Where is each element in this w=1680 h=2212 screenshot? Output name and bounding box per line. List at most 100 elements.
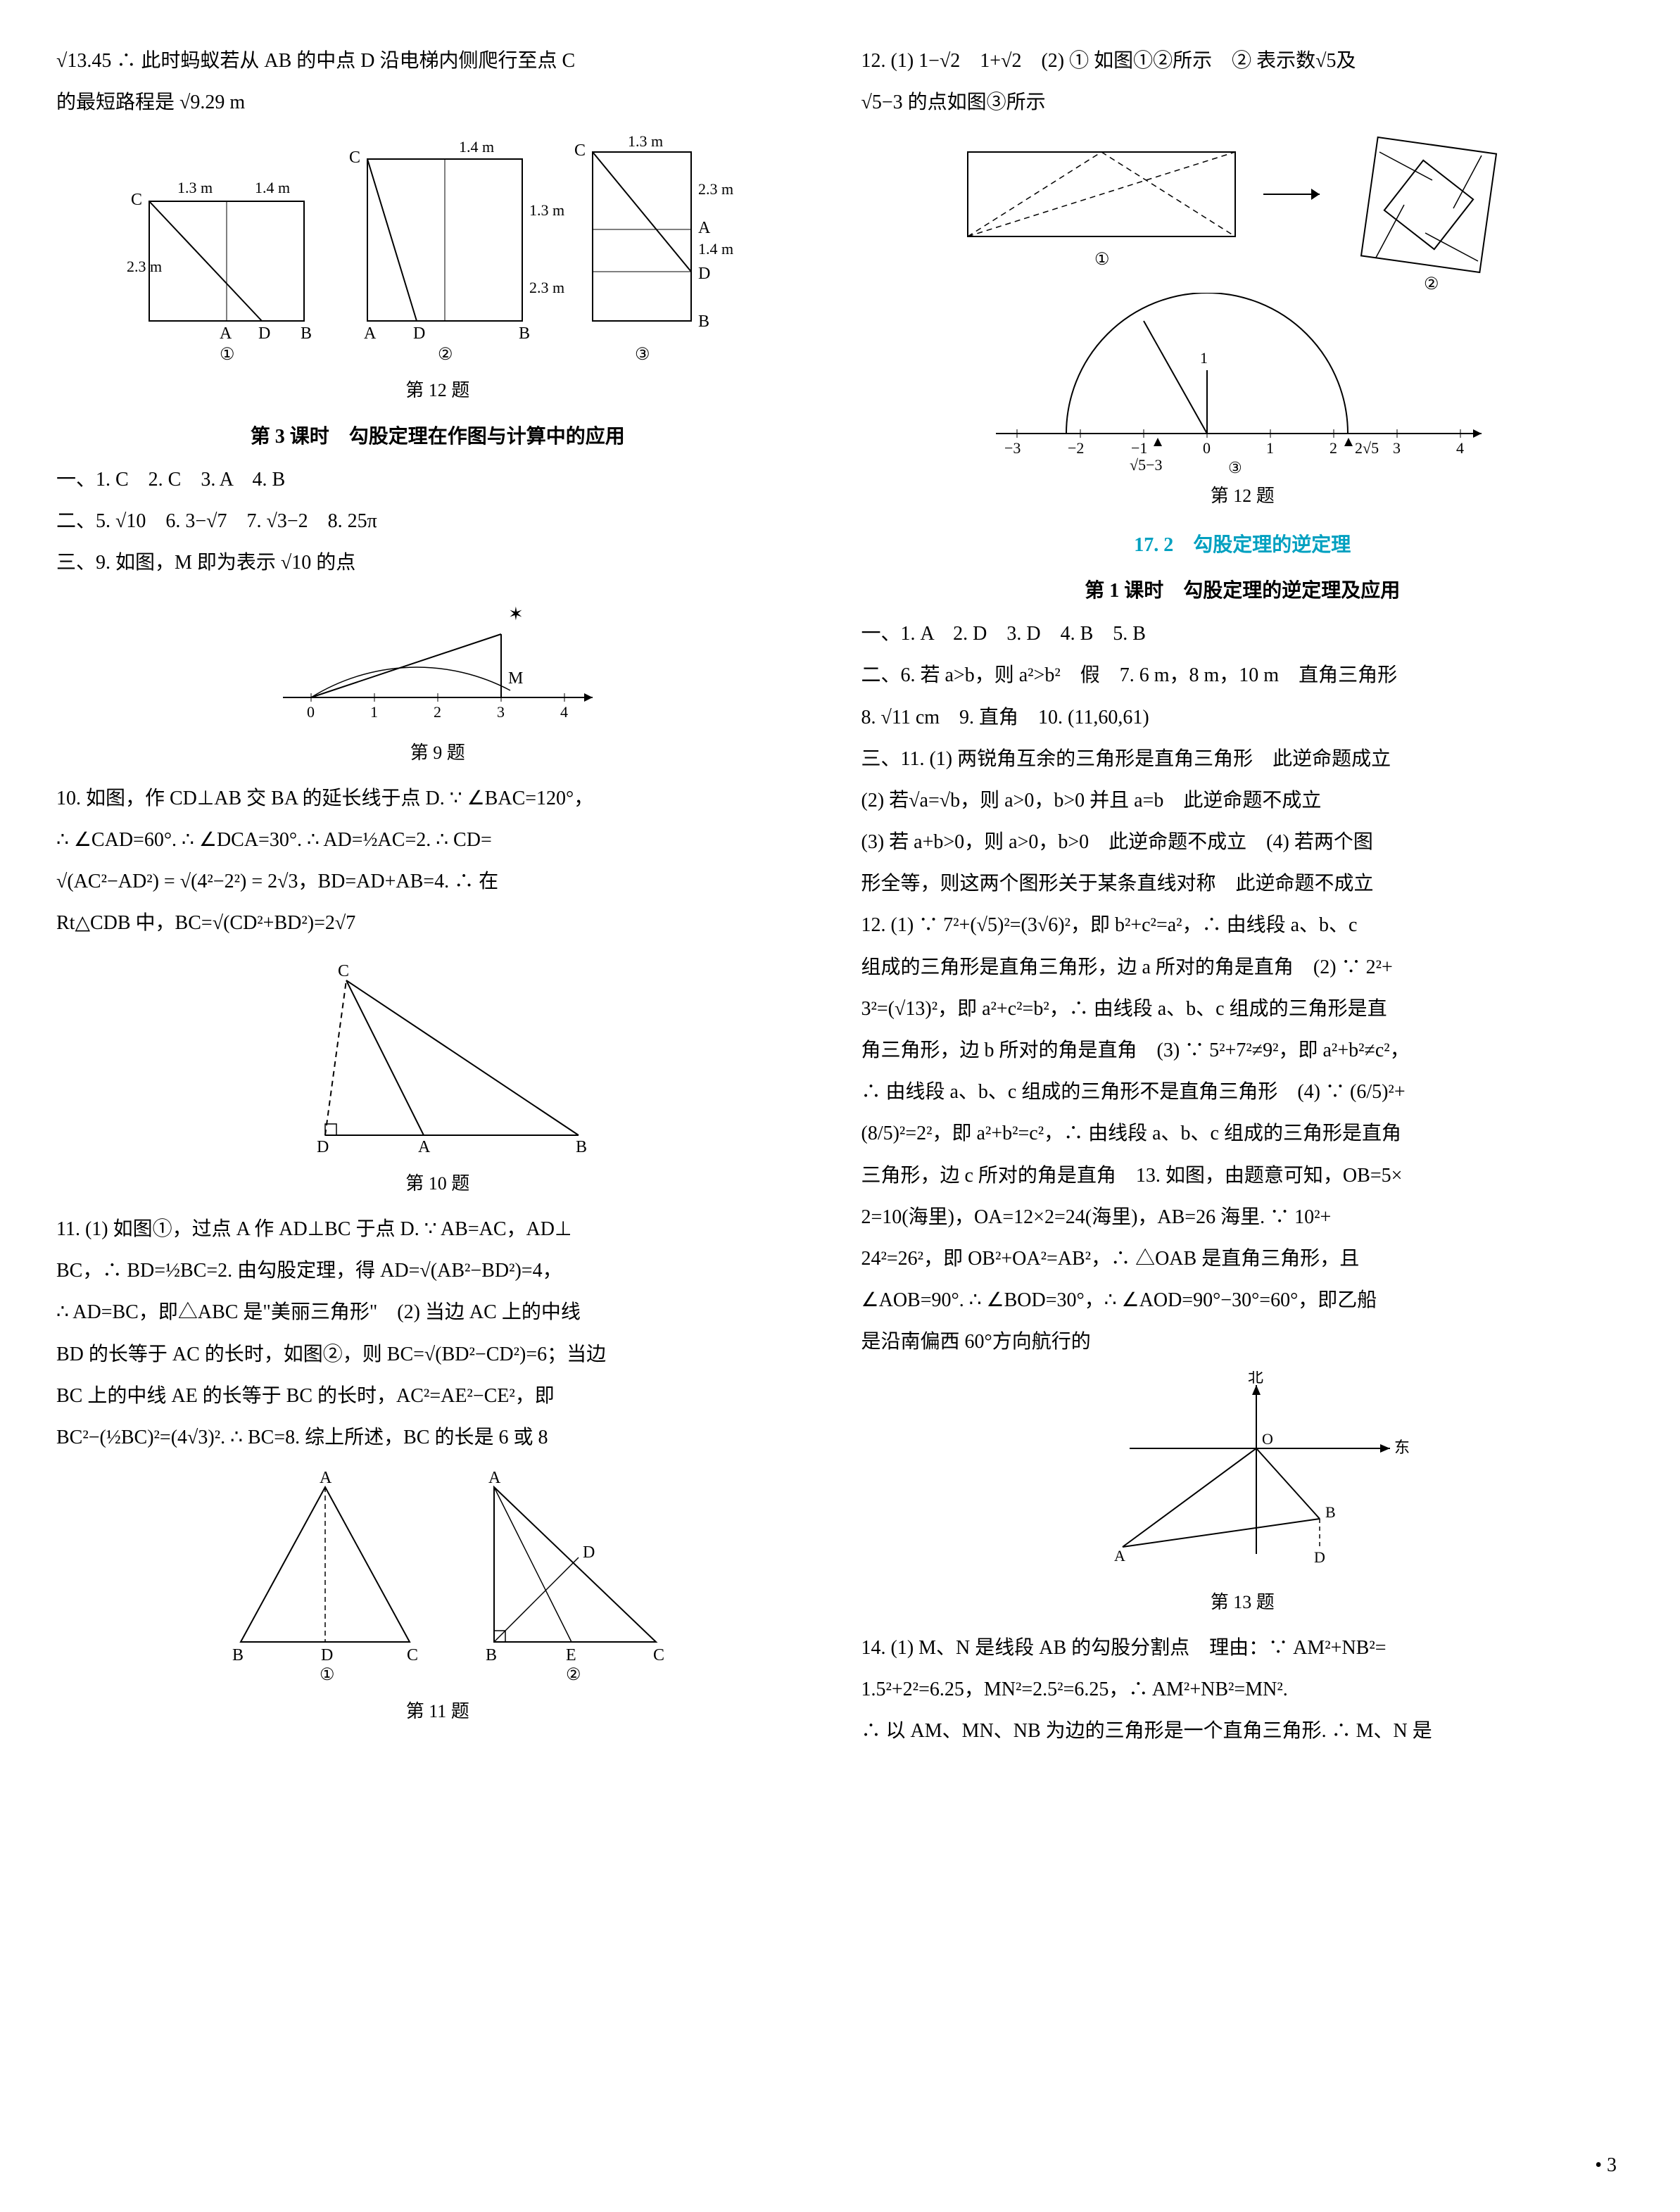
- q11-l3: ∴ AD=BC，即△ABC 是"美丽三角形" (2) 当边 AC 上的中线: [56, 1294, 819, 1331]
- q11-l5: BC 上的中线 AE 的长等于 BC 的长时，AC²=AE²−CE²，即: [56, 1377, 819, 1415]
- r-sec2-l1: 二、6. 若 a>b，则 a²>b² 假 7. 6 m，8 m，10 m 直角三…: [861, 657, 1624, 694]
- svg-text:C: C: [653, 1646, 664, 1664]
- svg-text:C: C: [131, 191, 142, 209]
- figure-12-left: C 1.3 m 1.4 m 2.3 m A D B ① C 1.4 m 1.3 …: [56, 131, 819, 407]
- svg-text:D: D: [1314, 1548, 1325, 1566]
- r-sec1: 一、1. A 2. D 3. D 4. B 5. B: [861, 615, 1624, 652]
- r-sec3-l2: (2) 若√a=√b，则 a>0，b>0 并且 a=b 此逆命题不成立: [861, 782, 1624, 819]
- svg-text:D: D: [413, 324, 425, 343]
- svg-text:D: D: [317, 1138, 329, 1156]
- figure-11: A B D C ① A B D E C ② 第 11 题: [56, 1466, 819, 1728]
- svg-text:2.3 m: 2.3 m: [127, 258, 162, 275]
- svg-text:③: ③: [635, 346, 650, 364]
- svg-text:E: E: [566, 1646, 576, 1664]
- svg-text:①: ①: [220, 346, 235, 364]
- q11-l2: BC，∴ BD=½BC=2. 由勾股定理，得 AD=√(AB²−BD²)=4，: [56, 1252, 819, 1289]
- svg-text:−3: −3: [1004, 439, 1021, 457]
- svg-text:2.3 m: 2.3 m: [698, 180, 733, 198]
- svg-text:1: 1: [1266, 439, 1274, 457]
- svg-text:A: A: [488, 1469, 501, 1487]
- svg-text:3: 3: [1393, 439, 1401, 457]
- r-q12r-l7: 三角形，边 c 所对的角是直角 13. 如图，由题意可知，OB=5×: [861, 1157, 1624, 1194]
- r-q12r-l6: (8/5)²=2²，即 a²+b²=c²，∴ 由线段 a、b、c 组成的三角形是…: [861, 1115, 1624, 1152]
- r-sec3-l4: 形全等，则这两个图形关于某条直线对称 此逆命题不成立: [861, 865, 1624, 902]
- r-q12r-l9: 24²=26²，即 OB²+OA²=AB²，∴ △OAB 是直角三角形，且: [861, 1240, 1624, 1277]
- svg-text:D: D: [321, 1646, 333, 1664]
- svg-text:2: 2: [434, 703, 441, 721]
- left-sec3-intro: 三、9. 如图，M 即为表示 √10 的点: [56, 544, 819, 581]
- intro-line2: 的最短路程是 √9.29 m: [56, 84, 819, 121]
- svg-text:D: D: [258, 324, 270, 343]
- chapter-title: 17. 2 勾股定理的逆定理: [861, 526, 1624, 564]
- svg-text:B: B: [232, 1646, 244, 1664]
- svg-text:A: A: [320, 1469, 332, 1487]
- svg-text:A: A: [1114, 1547, 1125, 1565]
- svg-text:B: B: [486, 1646, 497, 1664]
- svg-text:A: A: [698, 219, 711, 237]
- svg-text:D: D: [698, 265, 710, 283]
- r-q12r-l2: 组成的三角形是直角三角形，边 a 所对的角是直角 (2) ∵ 2²+: [861, 949, 1624, 986]
- svg-text:4: 4: [560, 703, 568, 721]
- lesson1-title: 第 1 课时 勾股定理的逆定理及应用: [861, 572, 1624, 609]
- r-q12r-l1: 12. (1) ∵ 7²+(√5)²=(3√6)²，即 b²+c²=a²，∴ 由…: [861, 906, 1624, 944]
- svg-text:②: ②: [438, 346, 453, 364]
- left-sec2: 二、5. √10 6. 3−√7 7. √3−2 8. 25π: [56, 503, 819, 540]
- r-q14-l1: 14. (1) M、N 是线段 AB 的勾股分割点 理由：∵ AM²+NB²=: [861, 1629, 1624, 1667]
- svg-text:②: ②: [566, 1666, 581, 1684]
- r-q12-l1: 12. (1) 1−√2 1+√2 (2) ① 如图①②所示 ② 表示数√5及: [861, 42, 1624, 80]
- left-sec1: 一、1. C 2. C 3. A 4. B: [56, 461, 819, 498]
- svg-text:③: ③: [1228, 459, 1242, 476]
- svg-text:B: B: [698, 312, 709, 331]
- svg-text:0: 0: [307, 703, 315, 721]
- svg-text:B: B: [519, 324, 530, 343]
- svg-text:1.3 m: 1.3 m: [177, 179, 213, 196]
- svg-text:C: C: [574, 141, 586, 160]
- svg-text:A: A: [418, 1138, 431, 1156]
- figure-9: 0 1 2 3 4 ✶ M 第 9 题: [56, 592, 819, 770]
- intro-line1: √13.45 ∴ 此时蚂蚁若从 AB 的中点 D 沿电梯内侧爬行至点 C: [56, 42, 819, 80]
- svg-text:B: B: [576, 1138, 587, 1156]
- svg-text:①: ①: [320, 1666, 335, 1684]
- q10-l2: ∴ ∠CAD=60°. ∴ ∠DCA=30°. ∴ AD=½AC=2. ∴ CD…: [56, 821, 819, 859]
- svg-text:东: 东: [1394, 1439, 1410, 1456]
- lesson3-title: 第 3 课时 勾股定理在作图与计算中的应用: [56, 418, 819, 455]
- r-q14-l3: ∴ 以 AM、MN、NB 为边的三角形是一个直角三角形. ∴ M、N 是: [861, 1712, 1624, 1750]
- fig13-caption: 第 13 题: [861, 1585, 1624, 1619]
- figure-12-right: ① ② −3 −2 −1 0 1: [861, 131, 1624, 513]
- r-q12r-l4: 角三角形，边 b 所对的角是直角 (3) ∵ 5²+7²≠9²，即 a²+b²≠…: [861, 1032, 1624, 1069]
- r-sec2-l2: 8. √11 cm 9. 直角 10. (11,60,61): [861, 699, 1624, 736]
- r-q12r-l11: 是沿南偏西 60°方向航行的: [861, 1323, 1624, 1360]
- svg-text:1.3 m: 1.3 m: [628, 132, 663, 150]
- left-column: √13.45 ∴ 此时蚂蚁若从 AB 的中点 D 沿电梯内侧爬行至点 C 的最短…: [56, 42, 819, 1754]
- svg-text:2: 2: [1330, 439, 1337, 457]
- q10-l1: 10. 如图，作 CD⊥AB 交 BA 的延长线于点 D. ∵ ∠BAC=120…: [56, 780, 819, 817]
- fig10-caption: 第 10 题: [56, 1166, 819, 1201]
- fig12-left-caption: 第 12 题: [56, 373, 819, 407]
- svg-text:②: ②: [1424, 275, 1439, 293]
- svg-text:√5−3: √5−3: [1130, 456, 1162, 474]
- r-sec3-l1: 三、11. (1) 两锐角互余的三角形是直角三角形 此逆命题成立: [861, 740, 1624, 778]
- r-q12r-l8: 2=10(海里)，OA=12×2=24(海里)，AB=26 海里. ∵ 10²+: [861, 1199, 1624, 1236]
- r-q14-l2: 1.5²+2²=6.25，MN²=2.5²=6.25，∴ AM²+NB²=MN²…: [861, 1671, 1624, 1708]
- figure-13: 北 东 O A B D 第 13 题: [861, 1371, 1624, 1619]
- svg-text:C: C: [407, 1646, 418, 1664]
- svg-text:C: C: [338, 962, 349, 980]
- svg-text:✶: ✶: [508, 604, 524, 624]
- svg-text:1.3 m: 1.3 m: [529, 201, 564, 219]
- svg-text:O: O: [1262, 1430, 1273, 1448]
- svg-text:①: ①: [1094, 251, 1110, 269]
- svg-text:1: 1: [1200, 349, 1208, 367]
- r-sec3-l3: (3) 若 a+b>0，则 a>0，b>0 此逆命题不成立 (4) 若两个图: [861, 823, 1624, 861]
- svg-text:A: A: [220, 324, 232, 343]
- r-q12r-l5: ∴ 由线段 a、b、c 组成的三角形不是直角三角形 (4) ∵ (6/5)²+: [861, 1073, 1624, 1111]
- q10-l4: Rt△CDB 中，BC=√(CD²+BD²)=2√7: [56, 904, 819, 942]
- svg-text:B: B: [1325, 1503, 1336, 1521]
- svg-text:1: 1: [370, 703, 378, 721]
- svg-text:4: 4: [1456, 439, 1464, 457]
- svg-text:3: 3: [497, 703, 505, 721]
- svg-text:D: D: [583, 1543, 595, 1562]
- svg-text:2.3 m: 2.3 m: [529, 279, 564, 296]
- svg-text:0: 0: [1203, 439, 1211, 457]
- figure-10: C D A B 第 10 题: [56, 952, 819, 1201]
- svg-text:1.4 m: 1.4 m: [459, 138, 494, 156]
